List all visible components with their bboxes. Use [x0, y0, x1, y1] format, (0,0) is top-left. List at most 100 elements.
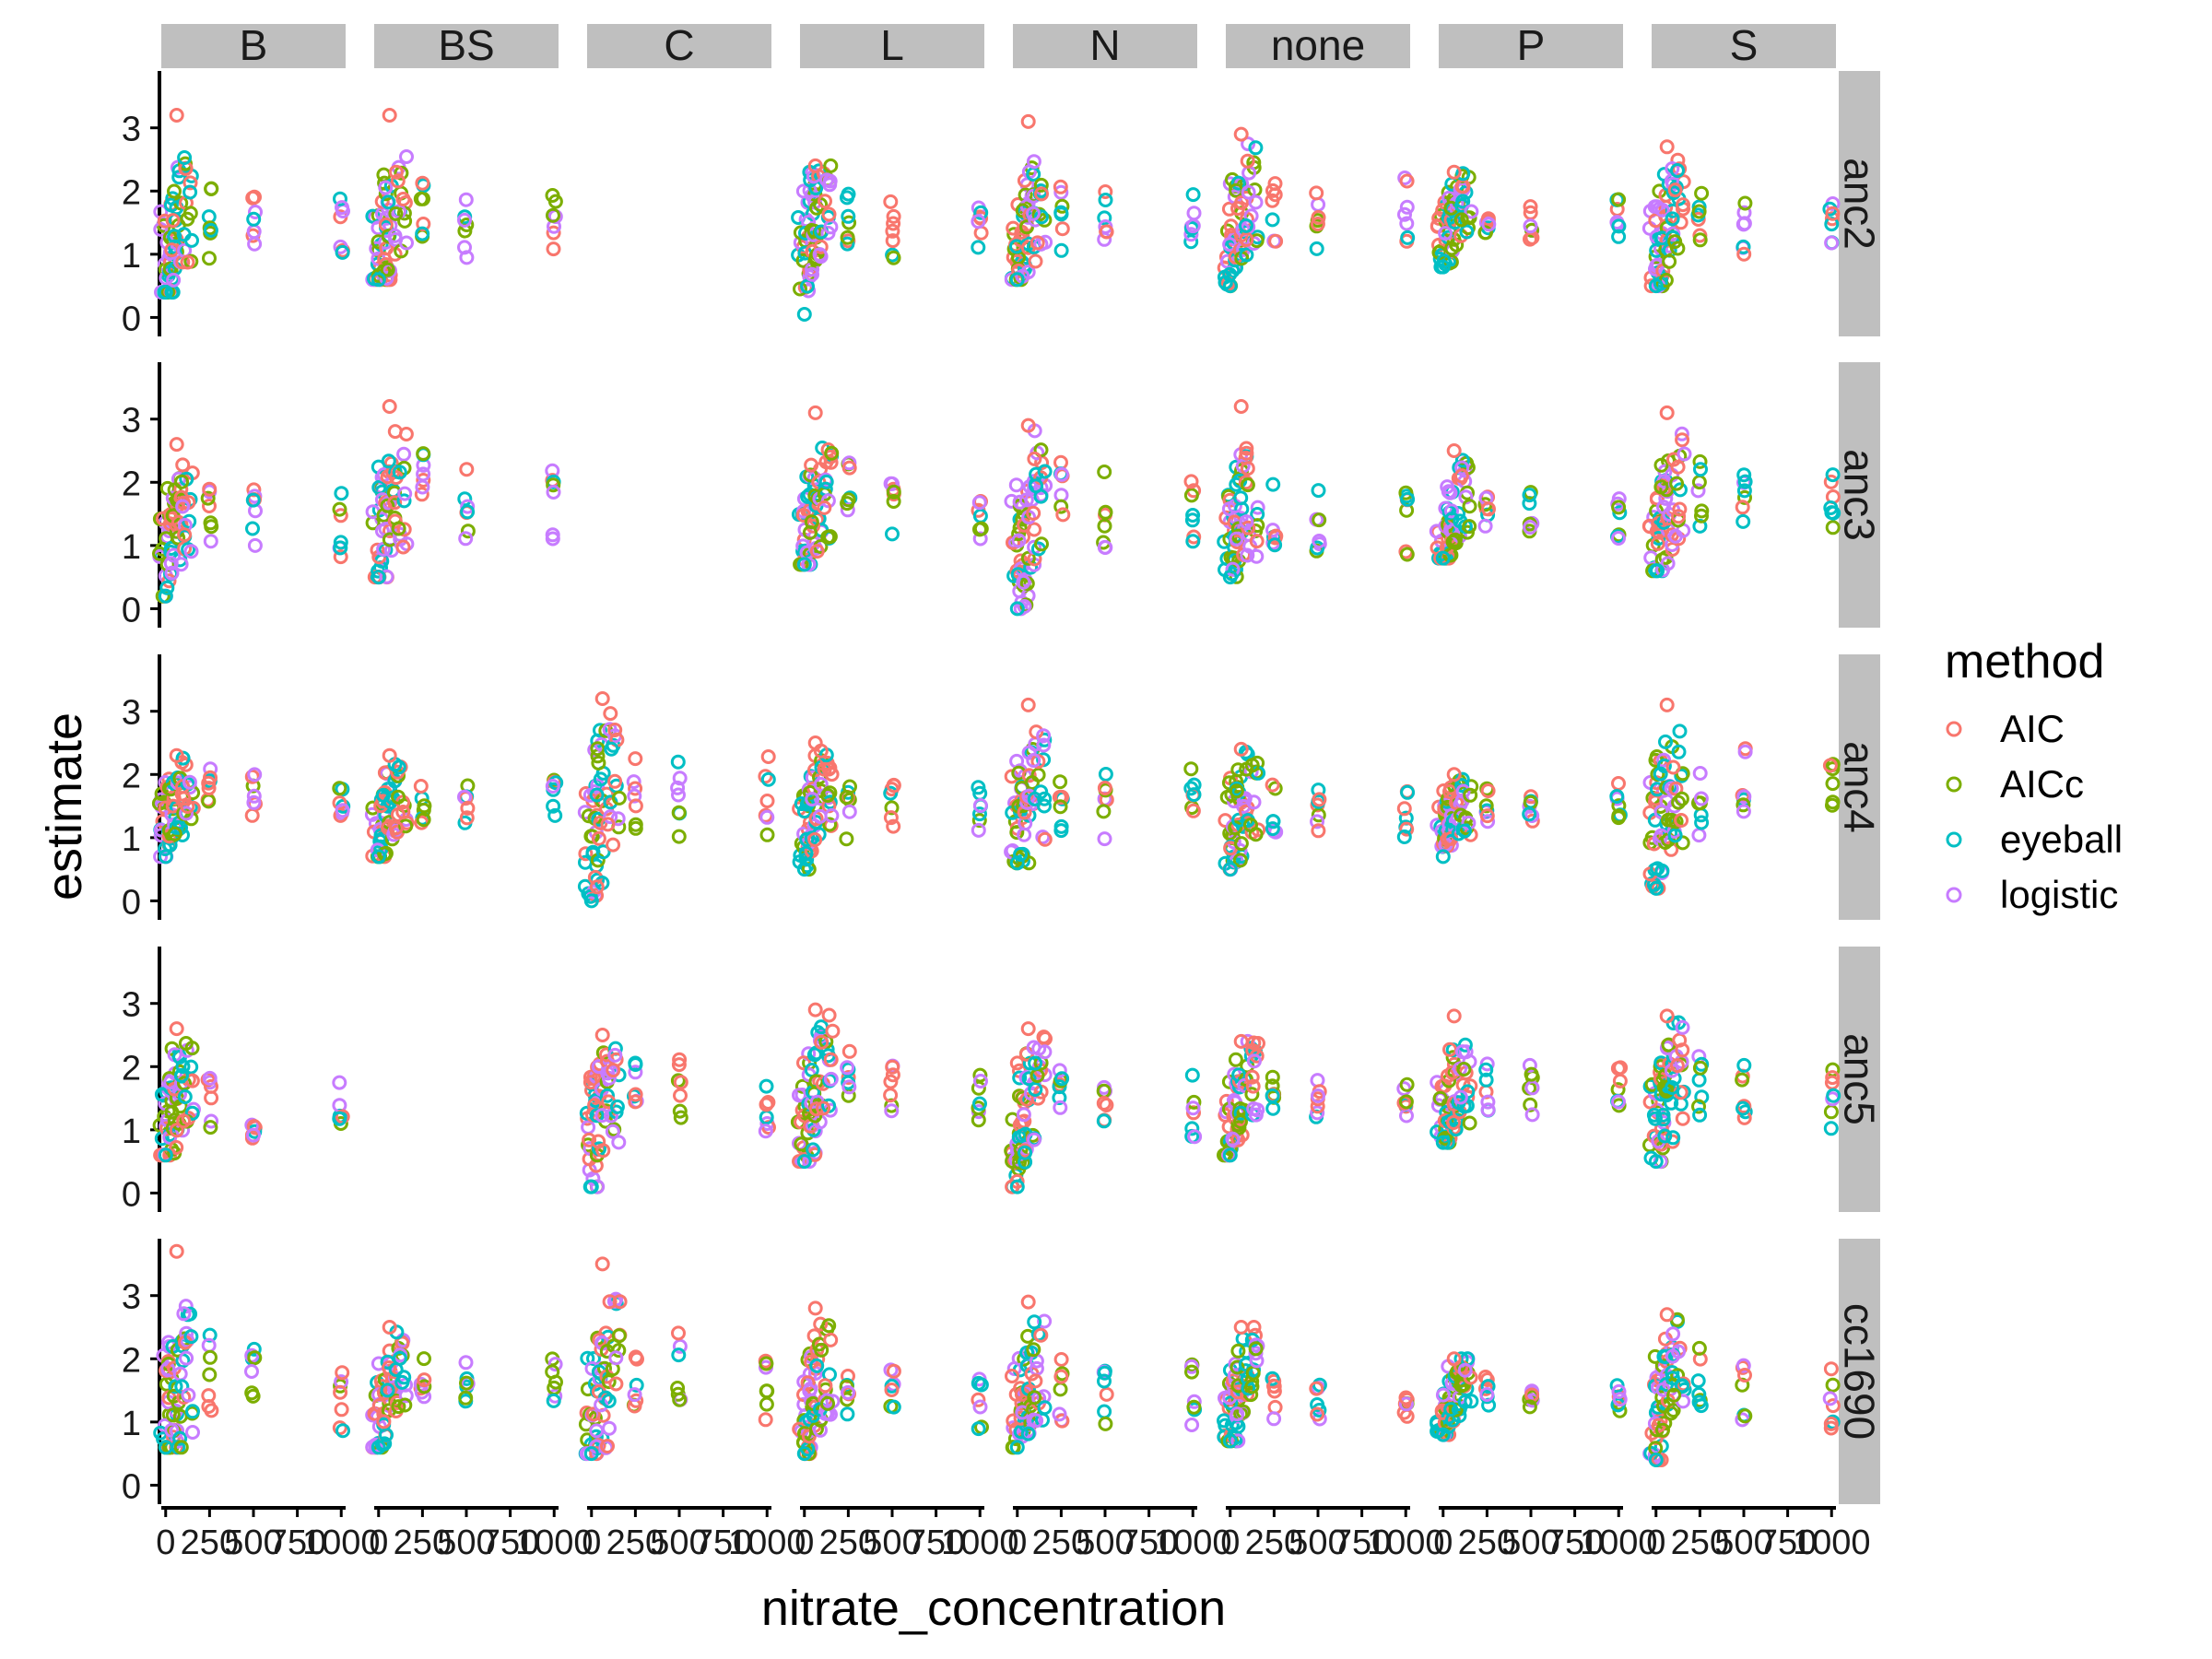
data-point	[1037, 798, 1052, 814]
data-point	[379, 1427, 394, 1442]
data-point	[628, 781, 643, 796]
data-point	[973, 225, 989, 241]
data-point	[1229, 531, 1244, 547]
data-point	[1480, 1379, 1496, 1394]
data-point	[1396, 801, 1412, 817]
data-point	[459, 810, 475, 826]
data-point	[1028, 1082, 1043, 1097]
data-point	[1825, 520, 1841, 535]
data-point	[1446, 164, 1462, 180]
data-point	[1446, 443, 1462, 458]
data-point	[397, 486, 413, 501]
data-point	[371, 1440, 386, 1455]
data-point	[379, 270, 394, 286]
data-point	[796, 557, 812, 572]
row-strip: anc5	[1836, 947, 1884, 1212]
data-point	[806, 1047, 822, 1063]
data-point	[1222, 1433, 1238, 1449]
data-point	[1677, 446, 1692, 462]
data-point	[1442, 547, 1458, 563]
data-point	[365, 208, 381, 224]
data-point	[180, 254, 195, 270]
data-point	[164, 1104, 180, 1120]
data-point	[173, 557, 189, 572]
data-point	[1222, 570, 1238, 585]
data-point	[1457, 823, 1472, 839]
data-point	[1822, 758, 1838, 773]
data-point	[758, 769, 773, 784]
data-point	[796, 307, 812, 322]
y-tick-label: 1	[122, 820, 141, 859]
data-point	[841, 1079, 857, 1095]
data-point	[1693, 462, 1708, 477]
facet-panel	[792, 1300, 989, 1462]
row-strip-label: cc1690	[1836, 1303, 1884, 1440]
row-strip-label: anc4	[1836, 741, 1884, 833]
data-point	[1457, 1037, 1473, 1053]
data-point	[459, 1375, 474, 1391]
data-point	[759, 794, 775, 808]
data-point	[1055, 507, 1071, 523]
data-point	[394, 1374, 410, 1390]
row-strip: anc2	[1836, 71, 1884, 336]
data-point	[972, 531, 988, 547]
data-point	[601, 1070, 617, 1086]
data-point	[333, 1384, 348, 1400]
data-point	[1246, 794, 1262, 810]
data-point	[246, 788, 262, 804]
y-axis: 0 1 2 3	[122, 71, 161, 338]
legend-key	[1946, 887, 1962, 903]
data-point	[672, 1392, 688, 1407]
data-point	[1186, 1399, 1202, 1415]
legend-label: AIC	[2000, 707, 2065, 750]
data-point	[1097, 831, 1112, 847]
data-point	[1309, 1381, 1324, 1396]
x-tick-label: 250	[606, 1524, 665, 1562]
data-point	[1185, 508, 1201, 523]
data-point	[1232, 473, 1248, 488]
x-tick-label: 1000	[1793, 1524, 1871, 1562]
data-point	[1671, 794, 1687, 810]
data-point	[608, 1350, 624, 1366]
row-strip-bg	[1839, 1239, 1880, 1504]
data-point	[595, 1143, 611, 1159]
data-point	[183, 1059, 199, 1075]
data-point	[1656, 759, 1672, 773]
data-point	[1186, 777, 1202, 793]
data-point	[545, 779, 560, 794]
data-point	[1310, 814, 1324, 830]
data-point	[1669, 1058, 1685, 1074]
data-point	[175, 779, 191, 794]
data-point	[457, 491, 473, 507]
data-point	[628, 1087, 643, 1102]
data-point	[1241, 184, 1256, 200]
data-point	[971, 1375, 986, 1391]
data-point	[1037, 1044, 1053, 1060]
data-point	[1009, 1173, 1025, 1189]
data-point	[382, 747, 397, 763]
data-point	[1671, 509, 1687, 524]
data-point	[883, 476, 899, 491]
data-point	[182, 175, 198, 191]
data-point	[1230, 1359, 1245, 1375]
data-point	[1659, 1008, 1675, 1024]
data-point	[759, 1097, 774, 1112]
data-point	[885, 223, 900, 239]
data-point	[1020, 697, 1036, 712]
data-point	[1054, 221, 1070, 237]
data-point	[1013, 847, 1029, 862]
data-point	[1438, 226, 1453, 241]
data-point	[883, 1088, 899, 1103]
data-point	[886, 818, 901, 834]
column-strip-label: B	[240, 21, 268, 69]
data-point	[600, 1439, 615, 1453]
data-point	[1823, 500, 1839, 515]
data-point	[381, 453, 396, 469]
data-point	[1009, 825, 1025, 841]
data-point	[1736, 483, 1752, 499]
data-point	[185, 1425, 200, 1440]
data-point	[1825, 776, 1841, 792]
data-point	[1653, 457, 1669, 473]
data-point	[1249, 233, 1265, 249]
data-point	[672, 1103, 688, 1119]
